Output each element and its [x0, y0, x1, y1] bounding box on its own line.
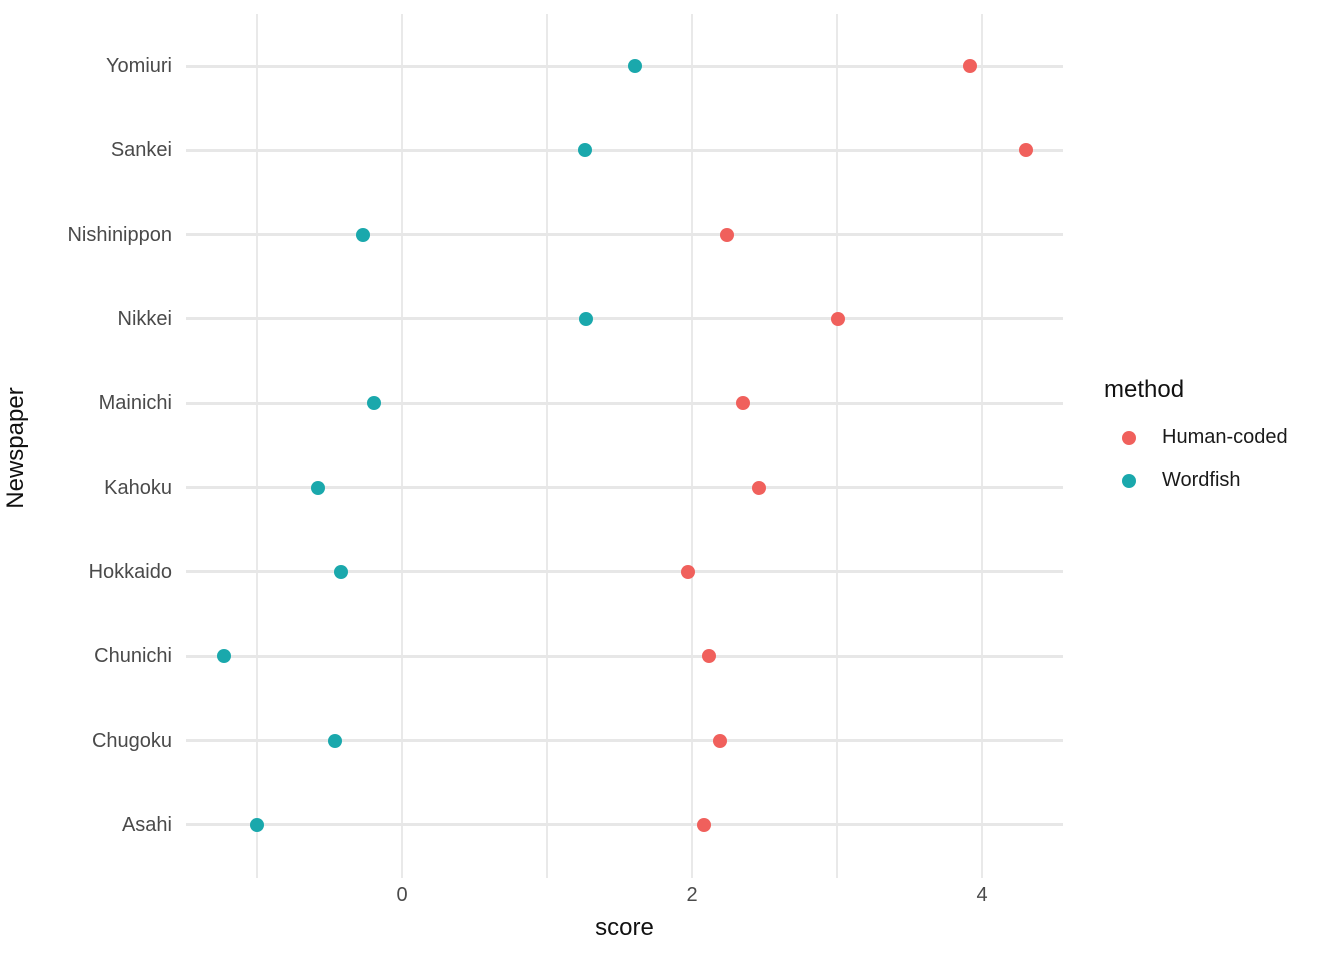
horizontal-gridline [186, 739, 1063, 743]
legend-entry-label: Human-coded [1162, 426, 1288, 448]
data-point-human-coded [696, 817, 711, 832]
vertical-gridline [836, 14, 838, 878]
y-tick-label: Kahoku [104, 476, 172, 499]
horizontal-gridline [186, 148, 1063, 152]
horizontal-gridline [186, 233, 1063, 237]
y-axis-title: Newspaper [2, 387, 29, 509]
data-point-wordfish [328, 733, 343, 748]
x-axis-title: score [595, 914, 654, 941]
data-point-human-coded [831, 311, 846, 326]
data-point-wordfish [216, 649, 231, 664]
data-point-human-coded [735, 396, 750, 411]
x-tick-label: 0 [396, 884, 408, 906]
data-point-human-coded [712, 733, 727, 748]
y-tick-label: Asahi [121, 813, 172, 836]
vertical-gridline [691, 14, 693, 878]
data-point-wordfish [577, 143, 592, 158]
y-tick-label: Chugoku [91, 729, 172, 752]
legend-entry-label: Wordfish [1162, 469, 1241, 491]
data-point-wordfish [628, 59, 643, 73]
horizontal-gridline [186, 654, 1063, 658]
data-point-human-coded [680, 564, 695, 579]
horizontal-gridline [186, 570, 1063, 574]
data-point-human-coded [751, 480, 766, 495]
y-tick-label: Hokkaido [88, 560, 172, 583]
data-point-wordfish [355, 227, 370, 242]
vertical-gridline [401, 14, 403, 878]
vertical-gridline [256, 14, 258, 878]
vertical-gridline [546, 14, 548, 878]
horizontal-gridline [186, 823, 1063, 827]
horizontal-gridline [186, 401, 1063, 405]
horizontal-gridline [186, 486, 1063, 490]
y-tick-label: Yomiuri [106, 55, 172, 77]
data-point-human-coded [1018, 143, 1033, 158]
y-tick-label: Chunichi [94, 645, 172, 668]
horizontal-gridline [186, 64, 1063, 68]
legend-key-dot-icon [1122, 473, 1136, 488]
y-tick-label: Nikkei [117, 307, 172, 330]
legend-title: method [1104, 376, 1185, 403]
x-tick-label: 4 [976, 884, 988, 906]
data-point-wordfish [310, 480, 325, 495]
data-point-human-coded [702, 649, 717, 664]
legend: method Human-coded Wordfish [1104, 376, 1340, 512]
data-point-human-coded [963, 59, 978, 73]
y-tick-label: Sankei [110, 139, 172, 162]
legend-key-dot-icon [1122, 430, 1136, 445]
data-point-wordfish [579, 311, 594, 326]
data-point-human-coded [719, 227, 734, 242]
legend-entries: Human-coded Wordfish [1104, 426, 1340, 492]
x-tick-label: 2 [686, 884, 698, 906]
data-point-wordfish [367, 396, 382, 411]
data-point-wordfish [334, 564, 349, 579]
legend-entry: Human-coded [1104, 426, 1340, 449]
vertical-gridline [981, 14, 983, 878]
y-tick-label: Nishinippon [67, 223, 172, 246]
y-tick-label: Mainichi [98, 392, 172, 415]
data-point-wordfish [250, 817, 264, 832]
horizontal-gridline [186, 317, 1063, 321]
legend-entry: Wordfish [1104, 469, 1340, 492]
